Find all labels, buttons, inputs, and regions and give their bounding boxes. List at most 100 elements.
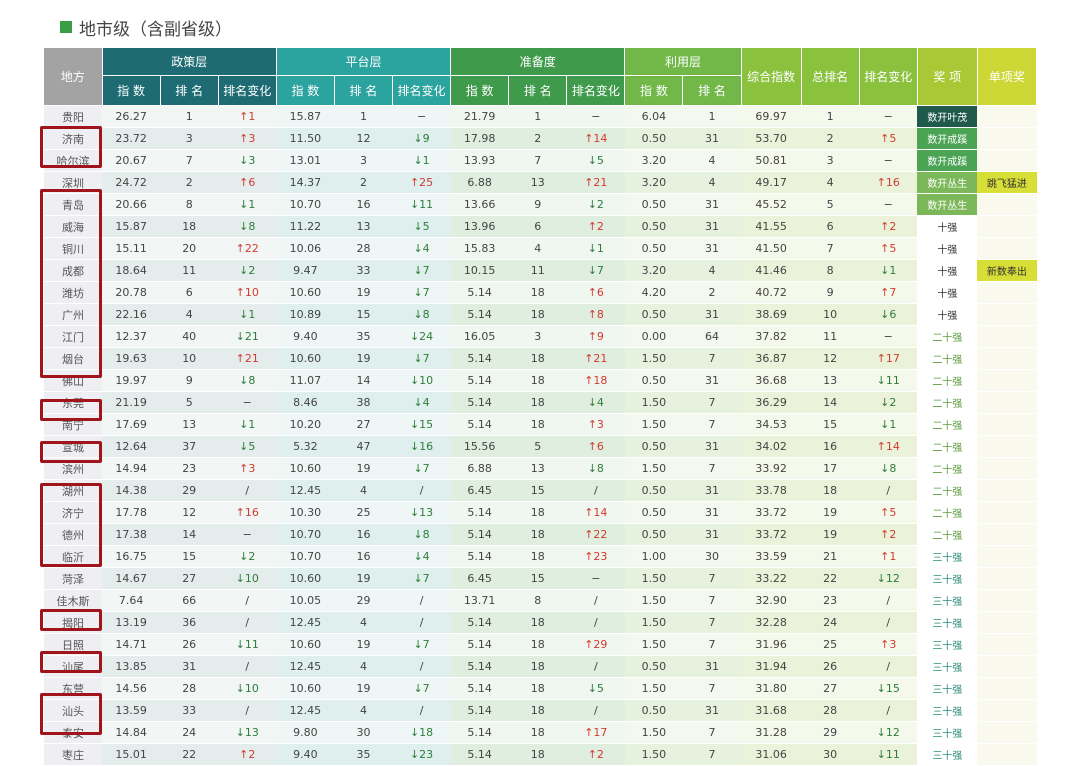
zb-rank-change: ↓1 (567, 238, 625, 260)
total-rank-change: / (859, 590, 917, 612)
pt-rank: 4 (334, 480, 392, 502)
ranking-table: 地方 政策层 平台层 准备度 利用层 综合指数 总排名 排名变化 奖 项 单项奖… (44, 48, 1037, 766)
award-badge: 二十强 (917, 392, 977, 414)
total-rank-change: ↓1 (859, 414, 917, 436)
zc-rank-change: − (218, 524, 276, 546)
zc-index: 20.78 (102, 282, 160, 304)
zb-index: 6.45 (451, 568, 509, 590)
zc-rank: 28 (160, 678, 218, 700)
city-name: 烟台 (44, 348, 102, 370)
zc-index: 14.38 (102, 480, 160, 502)
total-rank: 13 (801, 370, 859, 392)
total-rank-change: / (859, 656, 917, 678)
zb-index: 13.71 (451, 590, 509, 612)
composite-index: 33.22 (741, 568, 801, 590)
zc-index: 13.19 (102, 612, 160, 634)
ly-rank: 31 (683, 480, 741, 502)
pt-index: 11.50 (276, 128, 334, 150)
table-row: 汕头 13.59 33/12.45 4/5.14 18/0.50 31 31.68 28/三十… (44, 700, 1037, 722)
zc-rank-change: ↓2 (218, 260, 276, 282)
total-rank: 27 (801, 678, 859, 700)
city-name: 铜川 (44, 238, 102, 260)
zc-rank-change: ↑22 (218, 238, 276, 260)
ly-rank: 7 (683, 458, 741, 480)
ly-rank: 30 (683, 546, 741, 568)
pt-rank: 4 (334, 656, 392, 678)
city-name: 深圳 (44, 172, 102, 194)
pt-index: 9.47 (276, 260, 334, 282)
pt-index: 5.32 (276, 436, 334, 458)
zc-index: 19.97 (102, 370, 160, 392)
pt-rank-change: ↓7 (393, 634, 451, 656)
special-award-badge (977, 282, 1036, 304)
total-rank: 2 (801, 128, 859, 150)
zc-rank: 2 (160, 172, 218, 194)
city-name: 东营 (44, 678, 102, 700)
total-rank-change: ↓12 (859, 568, 917, 590)
table-body: 贵阳 26.27 1 ↑1 15.87 1−21.79 1−6.04 1 69.97 1− 数开叶茂… (44, 106, 1037, 766)
ly-index: 1.50 (625, 678, 683, 700)
pt-rank: 4 (334, 700, 392, 722)
special-award-badge (977, 348, 1036, 370)
special-award-badge (977, 744, 1036, 766)
special-award-badge (977, 304, 1036, 326)
ly-rank: 31 (683, 502, 741, 524)
ly-rank: 31 (683, 194, 741, 216)
zb-rank: 15 (509, 568, 567, 590)
composite-index: 34.02 (741, 436, 801, 458)
zc-rank: 5 (160, 392, 218, 414)
table-row: 潍坊 20.78 6 ↑10 10.60 19 ↓7 5.14 18 ↑6 4.20 2 40.72 9 ↑… (44, 282, 1037, 304)
total-rank: 29 (801, 722, 859, 744)
zc-index: 19.63 (102, 348, 160, 370)
ly-rank: 4 (683, 150, 741, 172)
total-rank-change: − (859, 194, 917, 216)
award-badge: 二十强 (917, 524, 977, 546)
ly-rank: 31 (683, 524, 741, 546)
pt-rank: 35 (334, 744, 392, 766)
pt-rank: 19 (334, 634, 392, 656)
award-badge: 三十强 (917, 590, 977, 612)
total-rank-change: − (859, 106, 917, 128)
total-rank-change: ↑2 (859, 524, 917, 546)
total-rank-change: / (859, 612, 917, 634)
ly-rank: 31 (683, 304, 741, 326)
special-award-badge (977, 436, 1036, 458)
city-name: 潍坊 (44, 282, 102, 304)
zb-rank: 18 (509, 392, 567, 414)
special-award-badge (977, 414, 1036, 436)
pt-index: 14.37 (276, 172, 334, 194)
pt-rank-change: ↓7 (393, 260, 451, 282)
zc-index: 17.78 (102, 502, 160, 524)
zc-index: 17.69 (102, 414, 160, 436)
pt-index: 12.45 (276, 656, 334, 678)
pt-rank-change: ↓11 (393, 194, 451, 216)
award-badge: 数开丛生 (917, 194, 977, 216)
header-rank-change: 排名变化 (859, 48, 917, 106)
zc-index: 20.66 (102, 194, 160, 216)
pt-rank: 47 (334, 436, 392, 458)
ly-index: 1.00 (625, 546, 683, 568)
zc-rank-change: ↑3 (218, 128, 276, 150)
zb-index: 5.14 (451, 722, 509, 744)
special-award-badge (977, 216, 1036, 238)
zc-rank-change: ↓8 (218, 216, 276, 238)
pt-rank: 19 (334, 282, 392, 304)
zc-index: 22.16 (102, 304, 160, 326)
ly-rank: 7 (683, 744, 741, 766)
total-rank-change: ↑1 (859, 546, 917, 568)
zb-rank-change: / (567, 656, 625, 678)
zc-rank: 10 (160, 348, 218, 370)
total-rank-change: ↑7 (859, 282, 917, 304)
zb-index: 5.14 (451, 524, 509, 546)
total-rank: 3 (801, 150, 859, 172)
pt-rank: 16 (334, 524, 392, 546)
zb-rank: 4 (509, 238, 567, 260)
award-badge: 三十强 (917, 634, 977, 656)
zc-rank: 27 (160, 568, 218, 590)
pt-rank: 38 (334, 392, 392, 414)
zc-index: 14.71 (102, 634, 160, 656)
ly-index: 1.50 (625, 634, 683, 656)
zb-rank-change: ↑23 (567, 546, 625, 568)
pt-index: 10.06 (276, 238, 334, 260)
ly-index: 1.50 (625, 612, 683, 634)
